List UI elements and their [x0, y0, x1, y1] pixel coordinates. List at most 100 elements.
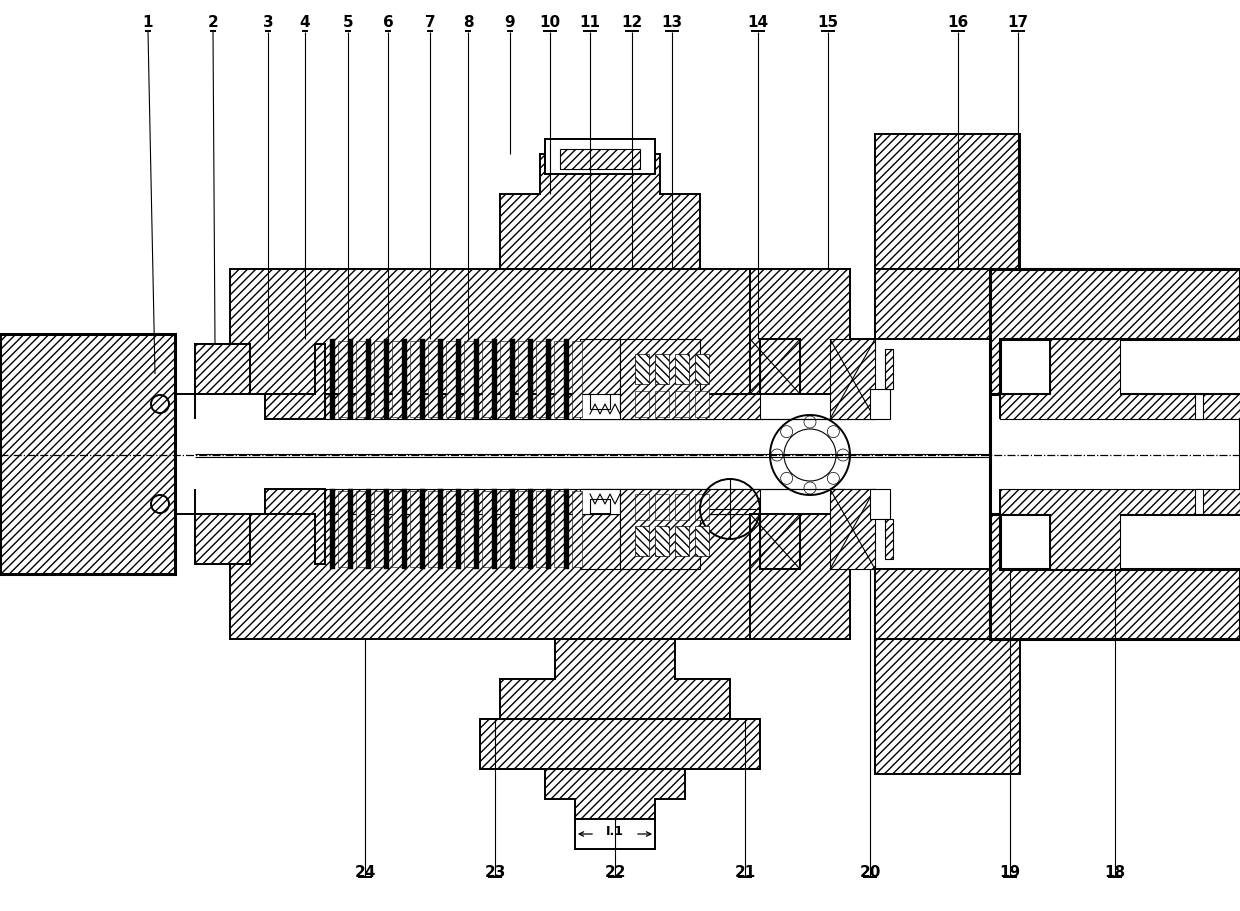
Polygon shape	[750, 270, 849, 394]
Bar	[474, 340, 479, 420]
Text: 22: 22	[604, 864, 626, 879]
Bar	[366, 340, 371, 420]
Polygon shape	[195, 344, 325, 420]
Text: I.1: I.1	[606, 824, 624, 837]
Polygon shape	[875, 135, 1021, 270]
Bar	[348, 340, 353, 420]
Text: 4: 4	[300, 15, 310, 30]
Bar	[348, 489, 353, 569]
Polygon shape	[0, 334, 175, 574]
Bar	[546, 340, 551, 420]
Text: 9: 9	[505, 15, 516, 30]
Text: 8: 8	[463, 15, 474, 30]
Text: 10: 10	[539, 15, 560, 30]
Polygon shape	[635, 495, 649, 520]
Bar	[546, 489, 551, 569]
Polygon shape	[1195, 489, 1203, 515]
Polygon shape	[482, 342, 492, 417]
Bar	[366, 489, 371, 569]
Polygon shape	[580, 489, 620, 515]
Bar	[564, 340, 569, 420]
Polygon shape	[500, 640, 730, 719]
Polygon shape	[635, 354, 649, 384]
Polygon shape	[580, 515, 620, 569]
Bar	[420, 340, 425, 420]
Polygon shape	[536, 491, 546, 568]
Polygon shape	[392, 491, 402, 568]
Polygon shape	[875, 569, 999, 640]
Polygon shape	[374, 342, 384, 417]
Polygon shape	[392, 342, 402, 417]
Polygon shape	[875, 640, 1021, 774]
Text: 6: 6	[383, 15, 393, 30]
Polygon shape	[195, 489, 325, 565]
Polygon shape	[428, 491, 438, 568]
Bar	[438, 489, 443, 569]
Text: 24: 24	[355, 864, 376, 879]
Polygon shape	[500, 491, 510, 568]
Polygon shape	[999, 340, 1240, 420]
Bar	[384, 489, 389, 569]
Bar	[456, 489, 461, 569]
Polygon shape	[500, 342, 510, 417]
Polygon shape	[655, 495, 670, 520]
Text: 16: 16	[947, 15, 968, 30]
Polygon shape	[675, 354, 689, 384]
Text: 11: 11	[579, 15, 600, 30]
Polygon shape	[655, 354, 670, 384]
Polygon shape	[885, 350, 893, 390]
Polygon shape	[655, 527, 670, 557]
Bar	[330, 489, 335, 569]
Polygon shape	[572, 342, 582, 417]
Polygon shape	[990, 394, 1240, 515]
Polygon shape	[339, 491, 348, 568]
Polygon shape	[572, 491, 582, 568]
Polygon shape	[675, 392, 689, 417]
Bar	[438, 340, 443, 420]
Bar	[474, 489, 479, 569]
Text: 23: 23	[485, 864, 506, 879]
Polygon shape	[325, 489, 875, 515]
Polygon shape	[655, 392, 670, 417]
Text: 12: 12	[621, 15, 642, 30]
Text: 2: 2	[207, 15, 218, 30]
Polygon shape	[339, 342, 348, 417]
Polygon shape	[464, 491, 474, 568]
Polygon shape	[580, 394, 620, 420]
Text: 19: 19	[999, 864, 1021, 879]
Polygon shape	[870, 390, 890, 420]
Bar	[402, 340, 407, 420]
Polygon shape	[875, 270, 999, 340]
Polygon shape	[635, 392, 649, 417]
Bar	[330, 340, 335, 420]
Polygon shape	[518, 491, 528, 568]
Polygon shape	[830, 340, 875, 420]
Polygon shape	[446, 491, 456, 568]
Polygon shape	[990, 270, 1240, 394]
Text: 1: 1	[143, 15, 154, 30]
Polygon shape	[990, 515, 1240, 640]
Bar	[402, 489, 407, 569]
Polygon shape	[580, 340, 620, 394]
Bar	[384, 340, 389, 420]
Polygon shape	[750, 515, 849, 640]
Polygon shape	[575, 819, 655, 849]
Text: 5: 5	[342, 15, 353, 30]
Polygon shape	[554, 342, 564, 417]
Polygon shape	[694, 527, 709, 557]
Polygon shape	[694, 392, 709, 417]
Polygon shape	[620, 340, 760, 420]
Bar	[510, 340, 515, 420]
Bar	[510, 489, 515, 569]
Polygon shape	[480, 719, 760, 769]
Polygon shape	[830, 489, 875, 569]
Bar	[420, 489, 425, 569]
Bar	[528, 489, 533, 569]
Polygon shape	[560, 149, 640, 169]
Text: 21: 21	[734, 864, 755, 879]
Polygon shape	[675, 495, 689, 520]
Polygon shape	[195, 515, 875, 640]
Polygon shape	[500, 155, 701, 270]
Polygon shape	[446, 342, 456, 417]
Polygon shape	[694, 495, 709, 520]
